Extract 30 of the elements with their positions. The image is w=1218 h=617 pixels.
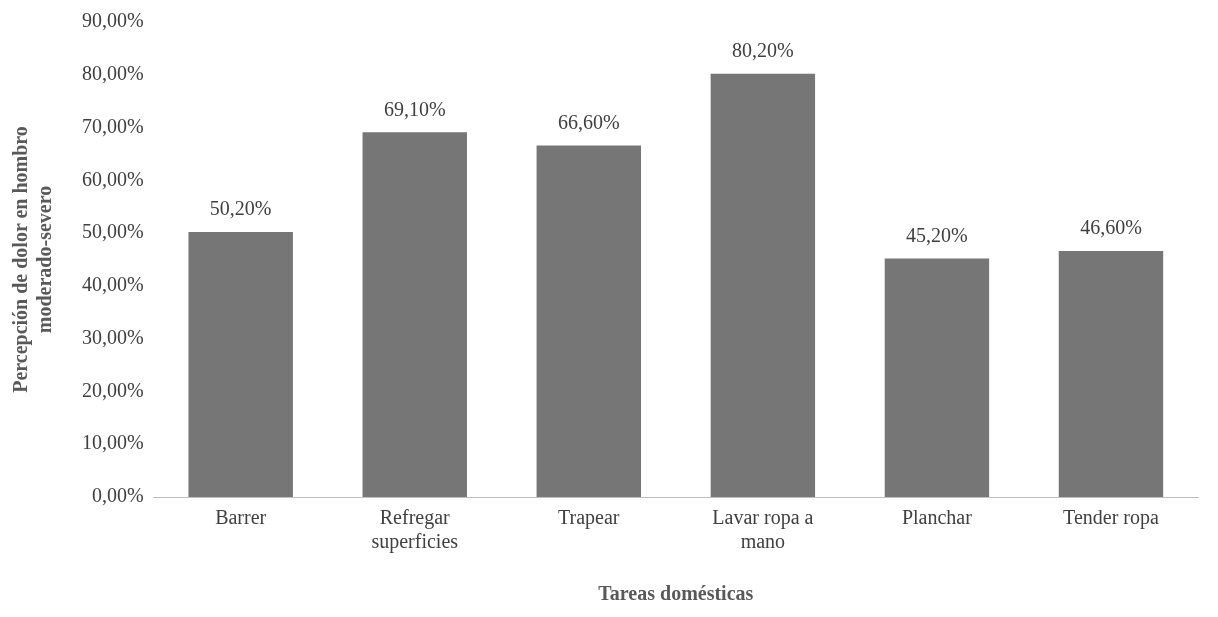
x-axis-title: Tareas domésticas xyxy=(598,582,754,605)
data-label: 45,20% xyxy=(906,223,968,246)
y-tick-label: 70,00% xyxy=(81,114,144,137)
bar xyxy=(1058,251,1164,497)
y-tick-label: 20,00% xyxy=(81,378,144,401)
x-tick-label: Tender ropa xyxy=(1063,506,1159,530)
data-label: 46,60% xyxy=(1080,216,1142,239)
bar xyxy=(362,132,467,497)
x-tick-label: Planchar xyxy=(901,506,973,529)
data-label: 66,60% xyxy=(557,110,620,133)
y-tick-label: 10,00% xyxy=(81,431,144,454)
y-tick-label: 0,00% xyxy=(91,484,144,507)
y-tick-label: 40,00% xyxy=(81,273,144,296)
y-tick-label: 60,00% xyxy=(81,167,144,190)
data-label: 69,10% xyxy=(383,97,446,120)
x-tick-label: Refregar superficies xyxy=(371,506,459,554)
y-tick-label: 30,00% xyxy=(81,325,144,348)
x-tick-label: Barrer xyxy=(215,506,267,529)
x-tick-label: Trapear xyxy=(558,506,620,530)
bar xyxy=(710,73,816,497)
bar xyxy=(188,232,293,497)
y-axis-title: Percepción de dolor en hombro moderado-severo xyxy=(9,126,56,393)
x-tick-label: Lavar ropa a mano xyxy=(712,506,814,553)
y-tick-label: 90,00% xyxy=(81,9,144,32)
data-label: 80,20% xyxy=(732,38,794,61)
bar xyxy=(536,145,642,497)
data-label: 50,20% xyxy=(209,197,272,220)
bar xyxy=(884,258,990,497)
y-tick-label: 80,00% xyxy=(81,62,144,85)
y-tick-label: 50,00% xyxy=(81,220,144,243)
